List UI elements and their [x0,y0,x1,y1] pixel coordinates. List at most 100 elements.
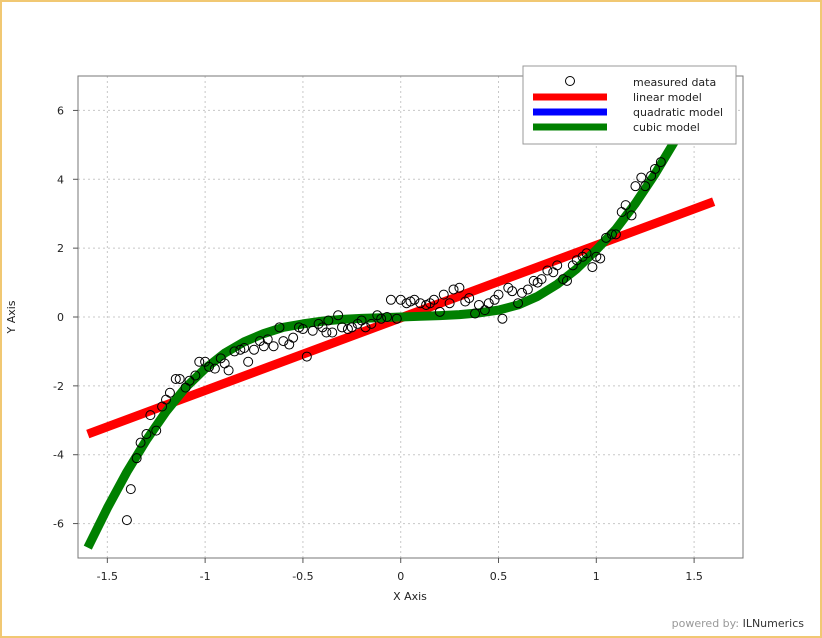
data-point [184,375,195,386]
data-point [337,322,348,333]
data-point [254,336,265,347]
y-tick-label: -4 [53,449,64,462]
data-point [376,313,387,324]
data-point [317,322,328,333]
data-point [262,334,273,345]
data-point [516,287,527,298]
data-point [425,298,436,309]
x-tick-label: 1 [593,570,600,583]
data-point [548,267,559,278]
data-point [170,373,181,384]
data-point [434,306,445,317]
data-point [497,313,508,324]
data-point [542,265,553,276]
data-point [200,356,211,367]
data-point [464,293,475,304]
data-point [395,294,406,305]
data-point [483,298,494,309]
data-point [649,163,660,174]
powered-by: powered by: ILNumerics [672,617,804,630]
data-point [223,365,234,376]
legend: measured data linear model quadratic model… [522,65,737,145]
data-point [391,313,402,324]
data-point [145,410,156,421]
data-point [552,260,563,271]
data-point [503,282,514,293]
data-point [655,157,666,168]
legend-label: linear model [633,91,702,104]
data-point [636,172,647,183]
data-point [321,327,332,338]
data-point [561,275,572,286]
data-point [209,363,220,374]
data-point [366,318,377,329]
grid-lines [78,76,743,558]
data-point [243,356,254,367]
x-tick-label: 0.5 [490,570,508,583]
data-point [151,425,162,436]
data-point [301,351,312,362]
data-point [215,353,226,364]
legend-box [522,65,737,145]
data-point [313,318,324,329]
data-point [513,298,524,309]
data-point [327,327,338,338]
data-point [229,346,240,357]
data-point [135,437,146,448]
data-point [239,342,250,353]
data-point [507,286,518,297]
data-point [333,310,344,321]
data-point [571,255,582,266]
data-point [444,298,455,309]
data-point [174,373,185,384]
data-point [409,294,420,305]
data-point [278,336,289,347]
data-point [194,356,205,367]
powered-by-label: powered by: [671,617,740,630]
data-point [297,324,308,335]
y-tick-label: 2 [57,242,64,255]
data-point [204,361,215,372]
data-point [567,260,578,271]
x-tick-label: -0.5 [292,570,313,583]
data-point [626,210,637,221]
data-point [473,299,484,310]
y-tick-label: 6 [57,104,64,117]
data-point [493,289,504,300]
y-tick-label: 0 [57,311,64,324]
brand-name: ILNumerics [742,617,804,630]
x-tick-label: -1.5 [97,570,118,583]
data-point [587,262,598,273]
data-point [532,277,543,288]
data-point [438,289,449,300]
x-tick-label: 1.5 [685,570,703,583]
data-point [141,429,152,440]
data-point [640,181,651,192]
data-point [372,310,383,321]
data-point [536,274,547,285]
y-axis-label: Y Axis [5,300,18,334]
data-point [428,294,439,305]
data-point [268,341,279,352]
x-axis-label: X Axis [393,590,427,603]
data-point [522,284,533,295]
data-point [577,251,588,262]
data-point [454,282,465,293]
data-point [121,515,132,526]
data-point [630,181,641,192]
data-point [131,453,142,464]
legend-label: cubic model [633,121,700,134]
legend-label: measured data [633,76,716,89]
data-point [620,200,631,211]
data-point [274,322,285,333]
y-tick-label: 4 [57,173,64,186]
data-point [415,298,426,309]
data-point [346,322,357,333]
data-point [460,296,471,307]
legend-marker [565,76,575,86]
data-point [164,387,175,398]
data-point [470,308,481,319]
y-axis-ticks: -6 -4 -2 0 2 4 6 [53,104,78,531]
legend-label: quadratic model [633,106,723,119]
